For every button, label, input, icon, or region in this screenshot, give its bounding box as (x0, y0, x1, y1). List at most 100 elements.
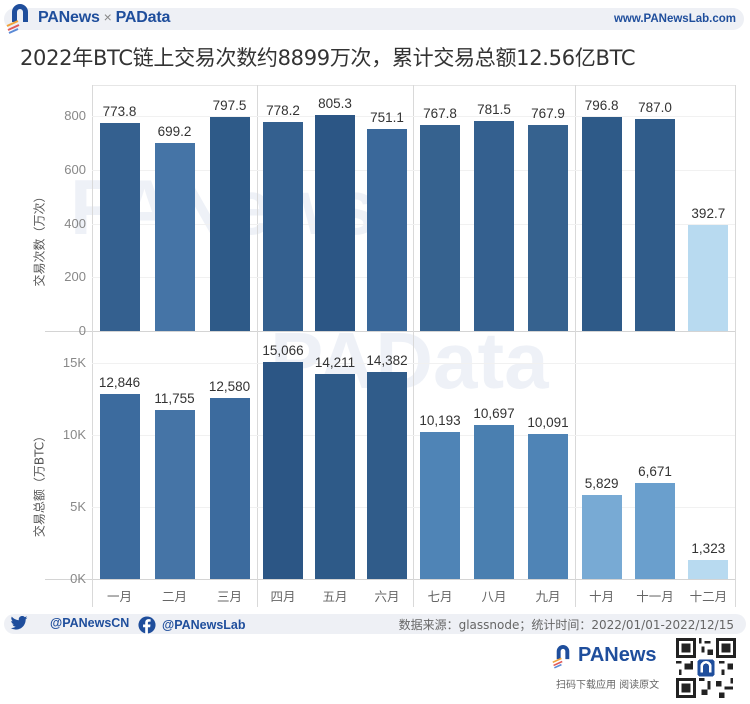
bottom-bar-value: 14,382 (366, 352, 408, 368)
bottom-bar-value: 1,323 (691, 540, 726, 556)
bottom-gridline (92, 507, 735, 508)
top-bar (263, 121, 303, 331)
top-y-tick: 600 (64, 161, 86, 177)
top-bar (154, 143, 195, 331)
website-url: www.PANewsLab.com (613, 13, 736, 25)
month-label: 十一月 (636, 589, 674, 604)
facebook-icon (138, 616, 156, 634)
bottom-bar-value: 12,580 (208, 378, 251, 394)
top-bar (688, 225, 729, 331)
brand-padata: PAData (115, 9, 171, 26)
top-gridline (92, 223, 735, 225)
chart-title: 2022年BTC链上交易次数约8899万次，累计交易总额12.56亿BTC (20, 46, 636, 70)
month-label: 八月 (481, 589, 507, 604)
top-bar-value: 699.2 (157, 124, 192, 140)
bottom-bar (99, 394, 140, 579)
bottom-bar (315, 374, 355, 579)
top-bar-value: 797.5 (212, 97, 247, 113)
bottom-bar (154, 409, 195, 579)
top-bar-value: 773.8 (102, 104, 137, 120)
brand-separator: × (103, 9, 112, 25)
month-label: 九月 (535, 589, 561, 604)
month-label: 十二月 (689, 589, 728, 604)
top-bar (528, 124, 568, 331)
twitter-link[interactable]: @PANewsCN (10, 616, 129, 630)
month-label: 五月 (322, 589, 348, 604)
top-bar-value: 392.7 (691, 206, 726, 222)
quarter-divider (735, 85, 736, 607)
twitter-icon (10, 616, 28, 630)
facebook-handle: @PANewsLab (162, 618, 246, 632)
bar-chart-area: PANews PAData 交易次数（万次） 交易总额（万BTC） 020040… (0, 80, 750, 610)
top-gridline (92, 169, 735, 171)
top-bar (635, 119, 675, 331)
top-y-tick: 400 (64, 215, 86, 231)
month-label: 一月 (106, 589, 132, 604)
bottom-y-tick: 15K (62, 355, 86, 370)
app-download-cta: 扫码下载应用 阅读原文 (556, 680, 660, 691)
facebook-link[interactable]: @PANewsLab (138, 616, 246, 634)
month-label: 四月 (270, 589, 296, 604)
panews-footer-logo-icon (552, 645, 570, 669)
top-gridline (92, 116, 735, 117)
bottom-bar-value: 10,091 (527, 414, 569, 430)
bottom-bar (581, 495, 622, 579)
top-gridline (92, 277, 735, 279)
bottom-bar (420, 432, 460, 579)
qr-code-icon[interactable] (676, 638, 736, 698)
footer-brand: PANews (578, 644, 657, 666)
bottom-bar-value: 15,066 (262, 343, 304, 359)
bottom-bar (474, 424, 514, 579)
top-panel-baseline (45, 331, 735, 332)
quarter-divider (257, 85, 258, 607)
bottom-bar (263, 362, 303, 579)
bottom-bar (209, 397, 250, 579)
quarter-divider (575, 85, 576, 607)
header-bar (4, 8, 744, 30)
month-label: 七月 (427, 589, 453, 604)
top-bar (581, 116, 622, 331)
brand-title: PANews × PAData (38, 9, 170, 27)
top-bar-value: 778.2 (266, 102, 300, 118)
brand-panews: PANews (38, 9, 100, 26)
quarter-divider (92, 85, 93, 607)
bottom-bar (635, 482, 675, 579)
bottom-bar (688, 559, 729, 579)
top-bar (474, 120, 514, 331)
bottom-y-tick: 0K (70, 571, 86, 586)
top-bar-value: 781.5 (477, 101, 511, 117)
bottom-gridline (92, 363, 735, 364)
bottom-bar-value: 6,671 (638, 463, 672, 479)
top-bar (420, 124, 460, 331)
top-bar-value: 751.1 (370, 110, 404, 126)
quarter-divider (413, 85, 414, 607)
bottom-bar-value: 11,755 (154, 390, 195, 406)
data-source-note: 数据来源：glassnode；统计时间：2022/01/01-2022/12/1… (398, 618, 734, 632)
month-label: 二月 (161, 589, 187, 604)
bottom-bar-value: 10,697 (473, 405, 515, 421)
top-bar (99, 123, 140, 331)
bottom-gridline (92, 435, 735, 436)
bottom-y-tick: 10K (62, 427, 86, 442)
top-y-tick: 200 (64, 269, 86, 285)
top-bar (315, 114, 355, 331)
top-bar (367, 129, 407, 331)
top-bar-value: 796.8 (584, 97, 619, 113)
bottom-bar (367, 371, 407, 579)
bottom-bar-value: 10,193 (419, 413, 461, 429)
top-bar-value: 767.9 (531, 105, 565, 121)
bottom-bar (528, 433, 568, 579)
month-label: 六月 (374, 589, 400, 604)
bottom-bar-value: 14,211 (314, 355, 356, 371)
top-bar-value: 767.8 (423, 105, 457, 121)
bottom-bar-value: 5,829 (584, 476, 619, 492)
bottom-bar-value: 12,846 (98, 375, 141, 391)
top-y-tick: 800 (64, 108, 86, 123)
bottom-y-tick: 5K (70, 499, 86, 514)
panews-logo-icon (6, 4, 28, 34)
top-bar-value: 787.0 (638, 100, 672, 116)
bottom-panel-baseline (45, 579, 735, 580)
top-bar-value: 805.3 (318, 95, 352, 111)
month-label: 三月 (216, 589, 242, 604)
top-y-tick: 0 (78, 323, 86, 338)
